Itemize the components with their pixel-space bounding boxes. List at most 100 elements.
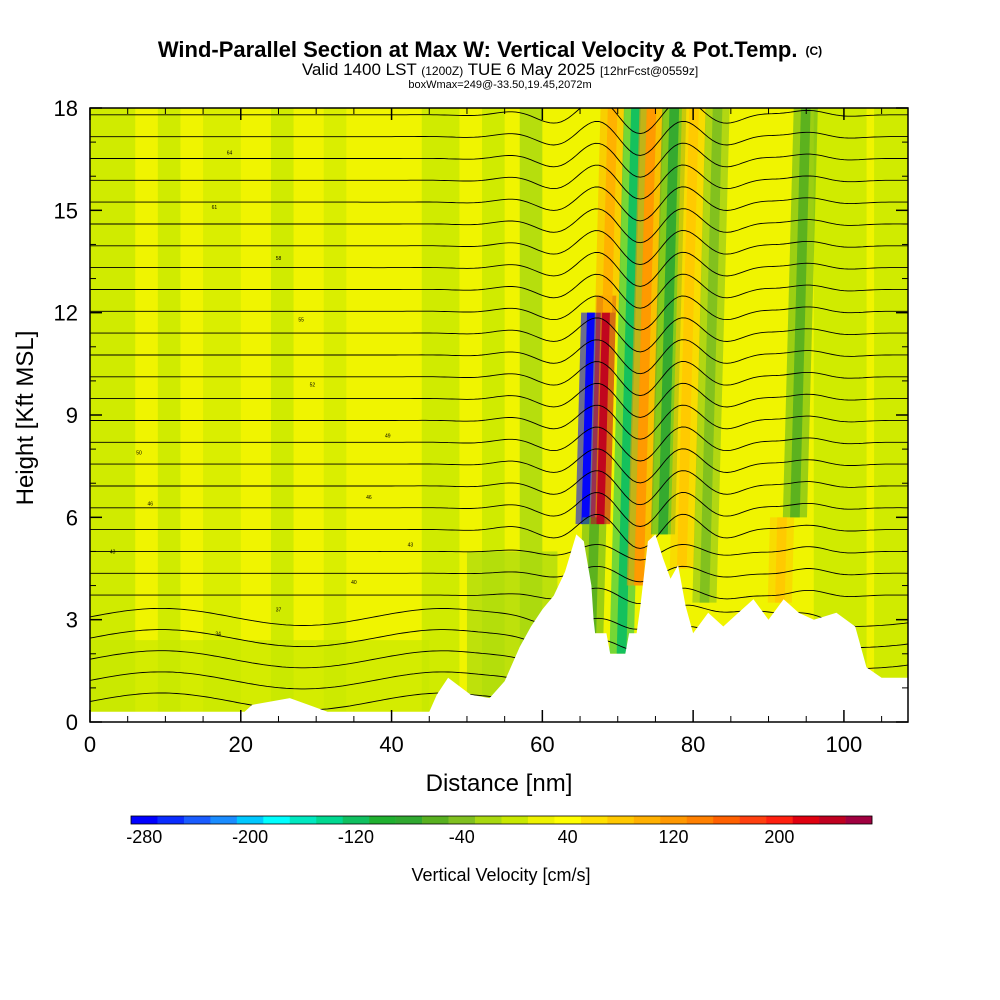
theta-label: 55 (298, 317, 304, 323)
theta-label: 49 (385, 433, 391, 439)
theta-isentrope (90, 108, 908, 135)
colorbar-swatch (554, 816, 582, 824)
field-band (270, 108, 294, 722)
theta-isentrope (90, 186, 908, 222)
w-feature-core (616, 108, 641, 654)
field-band (421, 108, 460, 722)
colorbar-swatch (607, 816, 635, 824)
theta-label: 46 (366, 495, 372, 501)
colorbar-swatch (501, 816, 529, 824)
terrain (90, 534, 908, 722)
field-band (203, 108, 241, 722)
chart-subtitle-2: boxWmax=249@-33.50,19.45,2072m (408, 79, 591, 91)
theta-isentrope (90, 339, 908, 375)
chart-title: Wind-Parallel Section at Max W: Vertical… (158, 37, 822, 62)
colorbar-swatch (289, 816, 317, 824)
y-tick-label: 12 (54, 301, 78, 326)
theta-isentrope (90, 251, 908, 287)
w-feature-core (658, 108, 680, 535)
theta-isentrope (90, 448, 908, 484)
colorbar-tick-label: -280 (126, 827, 162, 847)
theta-isentrope (90, 604, 908, 630)
theta-isentrope (90, 382, 908, 418)
colorbar-frame (130, 815, 873, 825)
theta-isentrope (90, 295, 908, 331)
theta-isentrope (90, 565, 908, 583)
colorbar-swatch (263, 816, 291, 824)
colorbar-swatch (236, 816, 264, 824)
colorbar-swatch (342, 816, 370, 824)
theta-isentrope (90, 164, 908, 200)
colorbar-swatch (819, 816, 846, 824)
chart-subtitle: Valid 1400 LST (1200Z) TUE 6 May 2025 [1… (302, 60, 698, 79)
colorbar-tick-label: -200 (232, 827, 268, 847)
theta-isentrope (90, 317, 908, 353)
y-tick-label: 9 (66, 403, 78, 428)
colorbar-swatch (210, 816, 238, 824)
colorbar-swatch (183, 816, 211, 824)
colorbar-swatch (580, 816, 608, 824)
colorbar-swatch (792, 816, 820, 824)
theta-isentrope (90, 544, 908, 561)
theta-label: 52 (310, 382, 316, 388)
y-axis: 0 3 6 9 12 15 18 (54, 96, 908, 735)
x-tick-label: 60 (530, 732, 554, 757)
colorbar-tick-label: 40 (558, 827, 578, 847)
y-axis-label: Height [Kft MSL] (12, 331, 39, 506)
w-feature-core (581, 312, 595, 525)
colorbar-swatch (316, 816, 344, 824)
x-tick-label: 40 (379, 732, 403, 757)
theta-isentrope (90, 426, 908, 462)
theta-isentrope (90, 492, 908, 527)
colorbar-tick-label: 120 (658, 827, 688, 847)
theta-isentrope (90, 273, 908, 309)
velocity-field (90, 108, 908, 722)
theta-isentrope (90, 361, 908, 397)
y-tick-label: 3 (66, 608, 78, 633)
colorbar-swatch (157, 816, 185, 824)
colorbar-tick-label: -120 (338, 827, 374, 847)
colorbar-swatch (713, 816, 740, 824)
theta-isentrope (90, 230, 908, 266)
theta-label: 50 (136, 451, 142, 457)
colorbar-swatch (633, 816, 661, 824)
theta-isentrope (90, 208, 908, 244)
theta-label: 61 (212, 205, 218, 211)
w-feature-core (790, 108, 811, 518)
colorbar-title: Vertical Velocity [cm/s] (411, 865, 590, 885)
y-tick-label: 18 (54, 96, 78, 121)
colorbar-swatch (395, 816, 423, 824)
colorbar-swatch (845, 816, 873, 824)
plot-area: 64 61 58 55 52 49 46 43 40 37 34 50 46 43 (90, 108, 908, 722)
theta-label: 58 (276, 256, 282, 262)
theta-isentrope (90, 470, 908, 506)
x-tick-label: 0 (84, 732, 96, 757)
w-feature-core (699, 108, 723, 603)
theta-isentrope (90, 513, 908, 549)
y-tick-label: 6 (66, 505, 78, 530)
colorbar-swatch (131, 816, 158, 824)
w-feature-core (602, 108, 618, 313)
colorbar-swatch (686, 816, 714, 824)
theta-label: 40 (351, 580, 357, 586)
colorbar-swatch (660, 816, 688, 824)
theta-isentrope (90, 120, 908, 156)
theta-label: 46 (148, 502, 154, 508)
theta-label: 43 (110, 549, 116, 555)
w-feature-core (596, 295, 611, 525)
field-band (157, 108, 181, 722)
x-tick-label: 20 (229, 732, 253, 757)
colorbar-swatch (448, 816, 476, 824)
colorbar-tick-label: -40 (449, 827, 475, 847)
w-feature-core (676, 108, 699, 569)
x-tick-label: 80 (681, 732, 705, 757)
colorbar-swatch (527, 816, 555, 824)
theta-label: 43 (408, 543, 414, 549)
theta-label: 64 (227, 150, 233, 156)
colorbar-swatch (739, 816, 767, 824)
colorbar-swatch (422, 816, 449, 824)
theta-label: 37 (276, 607, 282, 613)
x-tick-label: 100 (826, 732, 863, 757)
y-tick-label: 15 (54, 198, 78, 223)
